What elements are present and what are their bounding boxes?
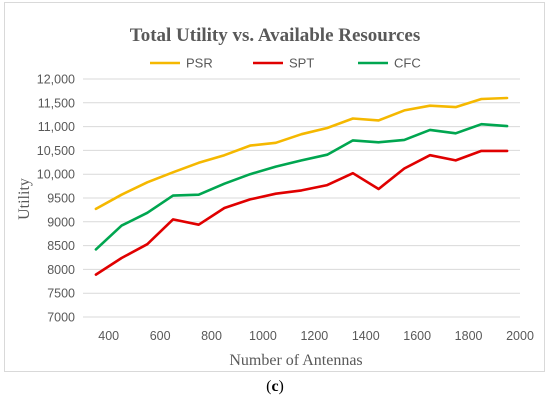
x-tick-label: 400 (98, 329, 119, 343)
y-tick-label: 9500 (47, 192, 75, 206)
y-tick-label: 10,000 (37, 168, 75, 182)
y-tick-label: 10,500 (37, 144, 75, 158)
y-tick-label: 11,500 (38, 96, 75, 110)
x-axis-label: Number of Antennas (229, 352, 362, 369)
series-lines (94, 96, 509, 276)
legend-label-psr: PSR (186, 56, 213, 71)
x-axis-tick-labels: 400 600 800 1000 1200 1400 1600 1800 2000 (98, 329, 534, 343)
y-tick-label: 12,000 (37, 73, 75, 87)
x-tick-label: 1800 (455, 329, 483, 343)
gridlines (83, 78, 520, 318)
y-tick-label: 8500 (47, 239, 75, 253)
y-axis-label: Utility (16, 178, 33, 220)
x-tick-label: 600 (150, 329, 171, 343)
x-tick-label: 2000 (506, 329, 534, 343)
panel-letter: c (271, 378, 279, 395)
y-tick-label: 11,000 (38, 120, 75, 134)
y-tick-label: 7500 (47, 287, 75, 301)
series-line-cfc (94, 122, 509, 251)
y-axis-tick-labels: 7000 7500 8000 8500 9000 9500 10,000 10,500 11,0… (37, 73, 75, 325)
x-tick-label: 1000 (249, 329, 277, 343)
y-tick-label: 7000 (47, 311, 75, 325)
legend: PSR SPT CFC (150, 56, 421, 71)
chart-frame: Total Utility vs. Available Resources PS… (4, 2, 545, 372)
y-tick-label: 8000 (47, 263, 75, 277)
y-tick-label: 9000 (47, 215, 75, 229)
series-line-psr (94, 96, 509, 211)
chart-title: Total Utility vs. Available Resources (130, 25, 420, 46)
x-tick-label: 1400 (352, 329, 380, 343)
legend-label-cfc: CFC (394, 56, 421, 71)
x-tick-label: 800 (201, 329, 222, 343)
line-chart: Total Utility vs. Available Resources PS… (16, 25, 534, 369)
series-line-spt (94, 149, 509, 276)
x-tick-label: 1200 (300, 329, 328, 343)
legend-label-spt: SPT (289, 56, 314, 71)
x-tick-label: 1600 (403, 329, 431, 343)
panel-label: (c) (266, 378, 284, 395)
